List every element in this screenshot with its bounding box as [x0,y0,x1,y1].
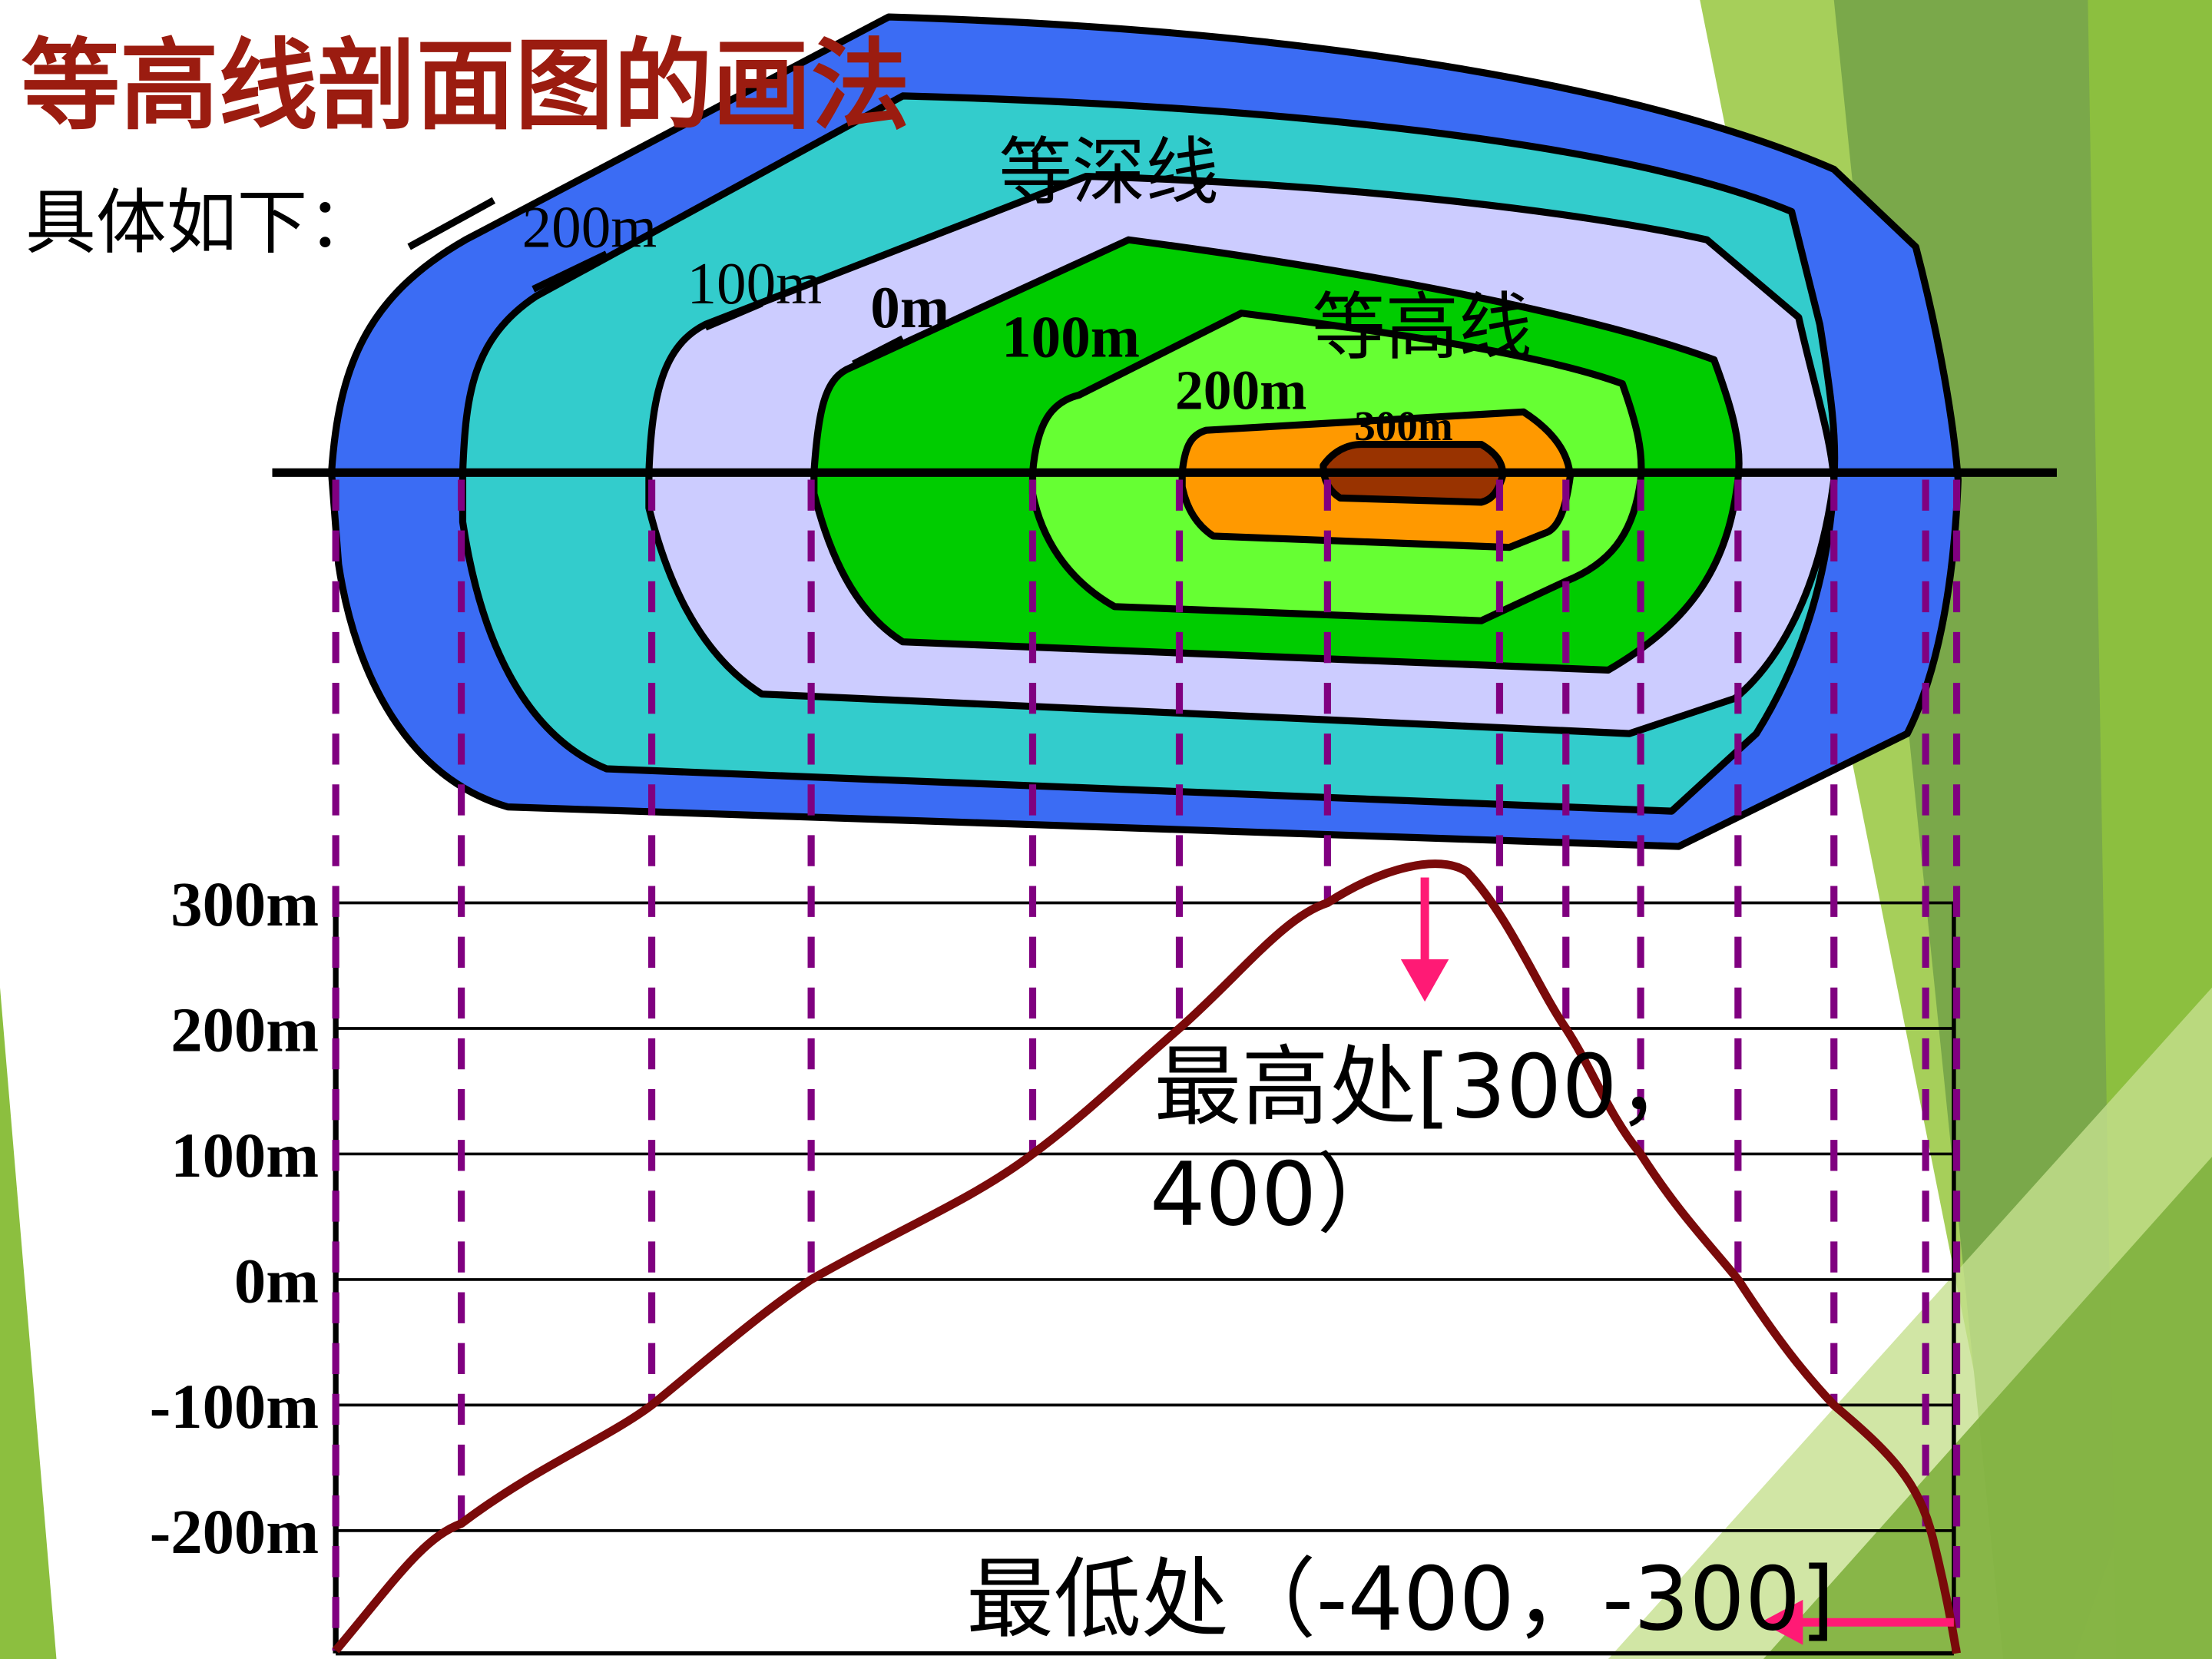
subtitle: 具体如下： [25,181,378,263]
annotation: 400） [1150,1143,1404,1245]
label-stroke [852,335,905,367]
title: 等高线剖面图的画法 [22,29,910,144]
arrows [1400,877,1954,1645]
label-stroke [531,250,608,293]
arrow-head [1400,959,1449,1002]
contour-map [272,13,2057,850]
profile: 300m 200m 100m 0m -100m -200m [150,869,1956,1656]
region-label: 等深线 [998,129,1219,215]
axis-label: 300m [171,869,319,939]
contour-label: 100m [687,250,822,316]
annotation: 最高处[300， [1154,1036,1704,1138]
contour-label: 200m [522,194,657,260]
arrow-head [1760,1599,1803,1645]
contour-label: 0m [870,274,949,340]
region-label: 等高线 [1312,284,1532,370]
axis-label: -200m [150,1496,319,1567]
contour-label: 100m [1002,304,1140,370]
bg-shape [0,987,57,1659]
axis-label: 100m [171,1120,319,1190]
axis-label: -100m [150,1371,319,1442]
axis-label: 200m [171,994,319,1065]
contour-label: 200m [1175,359,1306,422]
label-stroke [407,197,496,250]
axis-label: 0m [234,1245,319,1316]
contour-label: 300m [1354,402,1453,449]
label-stroke [704,300,763,331]
projection-lines [332,479,1961,1651]
bg-shape [1763,1157,2212,1659]
profile-curve [332,859,1961,1654]
annotation: 最低处（-400，-300] [966,1548,1835,1650]
